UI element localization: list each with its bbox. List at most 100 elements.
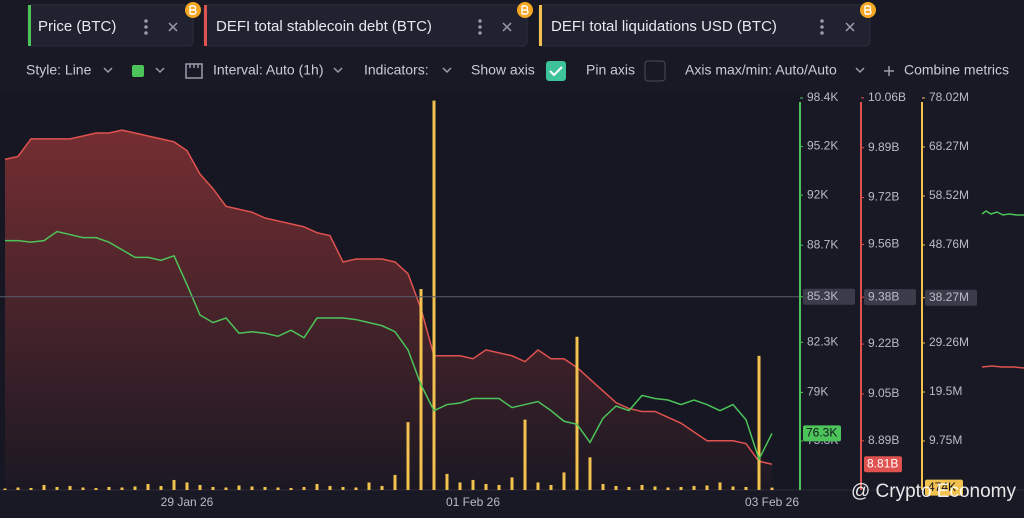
bar xyxy=(679,486,683,490)
bar xyxy=(497,484,501,490)
bar xyxy=(640,484,644,490)
y-tick-label: 98.4K xyxy=(807,90,838,104)
bar xyxy=(536,482,540,490)
bar xyxy=(328,485,332,490)
side-panel-line xyxy=(981,365,1024,369)
bar xyxy=(55,486,59,490)
pin-axis-label: Pin axis xyxy=(586,62,635,78)
bar xyxy=(627,486,631,490)
bar xyxy=(510,477,514,490)
area xyxy=(5,130,772,490)
y-tick-label: 78.02M xyxy=(929,90,969,104)
last-value-box xyxy=(803,425,841,442)
bar xyxy=(315,483,319,490)
bar xyxy=(354,487,358,490)
bar xyxy=(29,487,33,490)
style-select[interactable]: Style: Line xyxy=(26,62,92,78)
metric-chip[interactable]: DEFI total stablecoin debt (BTC) xyxy=(203,2,533,47)
bar xyxy=(380,485,384,490)
bar xyxy=(601,483,605,490)
indicators-select[interactable]: Indicators: xyxy=(364,62,429,78)
show-axis-label: Show axis xyxy=(471,62,535,78)
last-value-label: 8.81B xyxy=(867,456,898,470)
bar xyxy=(94,487,98,490)
bar xyxy=(81,487,85,490)
bar xyxy=(237,485,241,490)
chip-label: DEFI total liquidations USD (BTC) xyxy=(551,18,777,35)
crosshair-label-bg xyxy=(864,289,916,306)
bar xyxy=(393,474,397,490)
crosshair-label-bg xyxy=(925,289,977,306)
y-tick-label: 38.27M xyxy=(929,290,969,304)
bar xyxy=(770,487,774,490)
bar xyxy=(692,485,696,490)
bar xyxy=(211,486,215,490)
bar xyxy=(562,472,566,490)
y-tick-label: 9.38B xyxy=(868,289,899,303)
bar xyxy=(549,484,553,490)
bar xyxy=(666,487,670,490)
bar xyxy=(718,482,722,490)
last-value-label: 474K xyxy=(928,480,956,494)
bar xyxy=(419,289,423,490)
y-tick-label: 19.5M xyxy=(929,384,962,398)
bar xyxy=(185,482,189,490)
metric-chip[interactable]: Price (BTC) xyxy=(27,2,201,47)
area-line xyxy=(4,129,773,465)
bar xyxy=(432,100,436,490)
y-tick-label: 9.05B xyxy=(868,386,899,400)
y-tick-label: 29.26M xyxy=(929,335,969,349)
combine-metrics[interactable]: Combine metrics xyxy=(904,62,1009,78)
y-tick-label: 8.89B xyxy=(868,433,899,447)
bar xyxy=(224,487,228,490)
bar xyxy=(133,486,137,490)
bar xyxy=(653,486,657,490)
bar xyxy=(159,485,163,490)
bar xyxy=(445,473,449,490)
bar xyxy=(68,485,72,490)
bar xyxy=(588,457,592,490)
y-tick-label: 85.3K xyxy=(807,289,838,303)
y-tick-label: 58.52M xyxy=(929,188,969,202)
metric-chip[interactable]: DEFI total liquidations USD (BTC) xyxy=(538,2,876,47)
y-tick-label: 92K xyxy=(807,187,828,201)
y-tick-label: 79K xyxy=(807,385,828,399)
x-tick-label: 01 Feb 26 xyxy=(446,495,500,509)
bar xyxy=(341,486,345,490)
y-tick-label: 68.27M xyxy=(929,139,969,153)
bar xyxy=(731,486,735,490)
y-tick-label: 48.76M xyxy=(929,237,969,251)
bar xyxy=(107,486,111,490)
last-value-box xyxy=(864,456,902,473)
bar xyxy=(146,483,150,490)
show-axis-checkbox[interactable] xyxy=(546,61,566,81)
x-tick-label: 29 Jan 26 xyxy=(161,495,214,509)
bar xyxy=(757,355,761,490)
bar xyxy=(289,487,293,490)
y-tick-label: 9.22B xyxy=(868,336,899,350)
bar xyxy=(575,336,579,490)
chip-label: Price (BTC) xyxy=(38,18,116,35)
bar xyxy=(367,482,371,490)
y-tick-label: 95.2K xyxy=(807,139,838,153)
line xyxy=(5,230,773,462)
axis-range-select[interactable]: Axis max/min: Auto/Auto xyxy=(685,62,837,78)
side-panel-line xyxy=(981,210,1024,216)
bar xyxy=(705,485,709,490)
y-tick-label: 9.89B xyxy=(868,140,899,154)
bar xyxy=(250,486,254,490)
y-tick-label: 9.72B xyxy=(868,190,899,204)
color-picker[interactable] xyxy=(132,65,144,77)
bar xyxy=(471,479,475,490)
bar xyxy=(172,479,176,490)
bar xyxy=(302,486,306,490)
y-tick-label: 88.7K xyxy=(807,237,838,251)
bar xyxy=(614,485,618,490)
bar xyxy=(458,482,462,490)
interval-select[interactable]: Interval: Auto (1h) xyxy=(213,62,324,78)
chip-label: DEFI total stablecoin debt (BTC) xyxy=(216,18,432,35)
toolbar: Style: Line Interval: Auto (1h) Indicato… xyxy=(26,60,1009,82)
pin-axis-checkbox[interactable] xyxy=(644,60,666,82)
bar xyxy=(263,486,267,490)
